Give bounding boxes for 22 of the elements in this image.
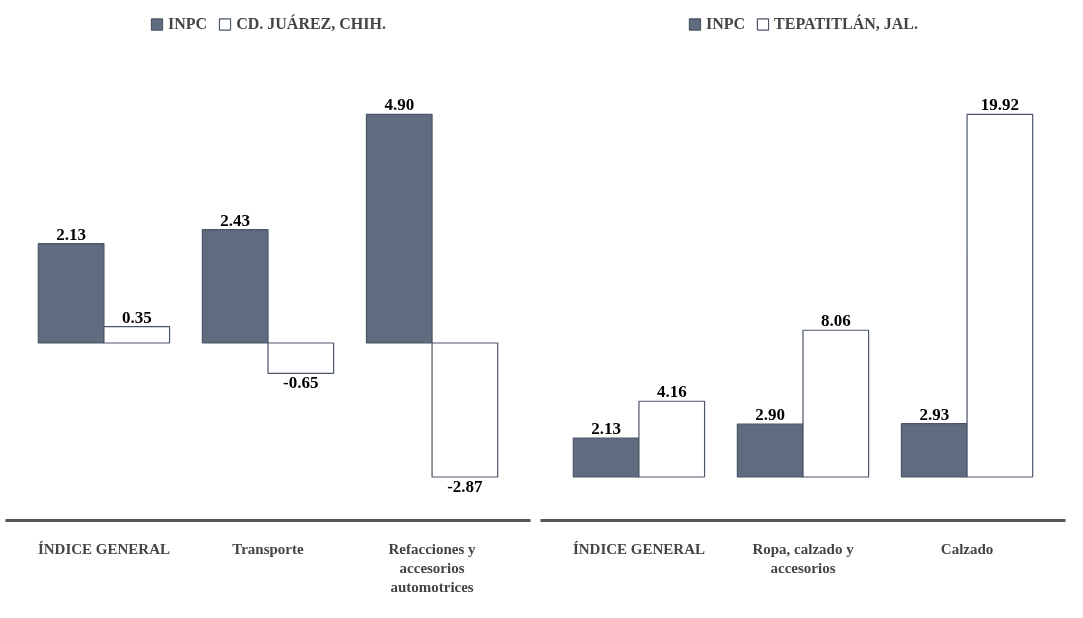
x-tick-label: Refacciones y accesorios automotrices: [388, 540, 477, 595]
data-label: -0.65: [283, 373, 319, 393]
data-label: 2.93: [919, 404, 950, 424]
legend-label: INPC: [706, 15, 746, 33]
data-label: 4.90: [384, 95, 415, 115]
data-label: 2.13: [591, 419, 621, 439]
data-label: 2.90: [755, 405, 786, 425]
data-label: 8.06: [820, 311, 851, 331]
x-tick-label: Calzado: [940, 540, 994, 557]
legend-label: TEPATITLÁN, JAL.: [774, 15, 918, 33]
data-label: 0.35: [121, 307, 152, 327]
data-label: 2.43: [220, 210, 251, 230]
data-label: -2.87: [447, 476, 484, 496]
data-label: 2.13: [56, 224, 86, 244]
x-tick-label: ÍNDICE GENERAL: [37, 540, 170, 557]
x-tick-label: Ropa, calzado y accesorios: [752, 540, 855, 576]
legend-label: CD. JUÁREZ, CHIH.: [236, 15, 386, 33]
data-label: 19.92: [980, 95, 1019, 115]
data-label: 4.16: [656, 382, 687, 402]
legend-label: INPC: [168, 15, 208, 33]
x-tick-label: Transporte: [232, 540, 305, 557]
x-tick-label: ÍNDICE GENERAL: [572, 540, 705, 557]
